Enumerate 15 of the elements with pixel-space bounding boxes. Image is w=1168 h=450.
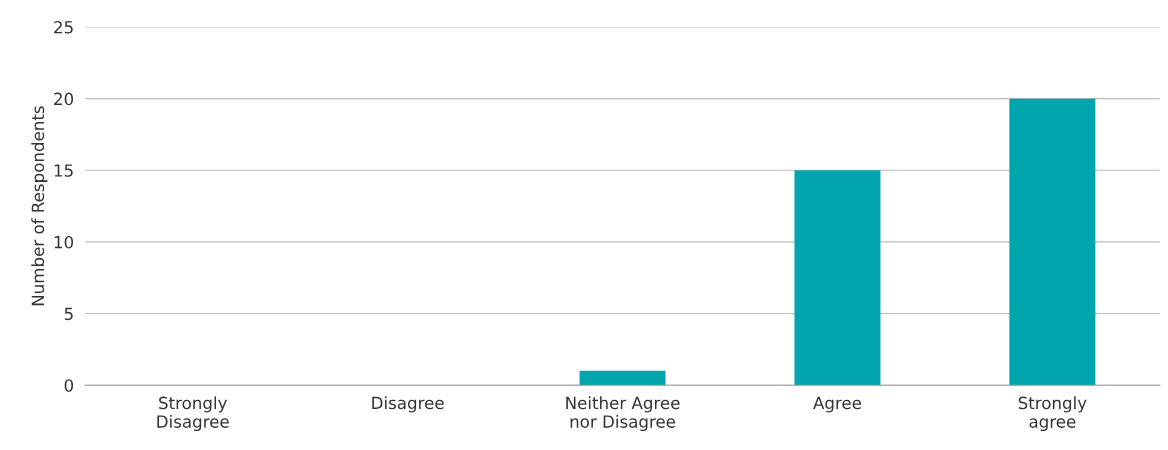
x-tick-label: Strongly Disagree: [157, 396, 229, 432]
x-tick-label: Strongly agree: [1018, 396, 1087, 432]
y-tick-label: 20: [54, 92, 74, 106]
bar: [794, 170, 881, 386]
y-tick-label: 0: [64, 379, 74, 392]
bar: [1009, 98, 1096, 386]
y-tick-label: 5: [64, 307, 73, 321]
y-tick-label: 15: [54, 164, 73, 177]
y-tick-label: 25: [54, 20, 73, 34]
bar: [579, 370, 666, 386]
x-tick-label: Disagree: [372, 396, 444, 413]
x-tick-label: Neither Agree nor Disagree: [566, 396, 680, 432]
x-tick-label: Agree: [813, 396, 862, 413]
y-axis-title: Number of Respondents: [31, 106, 48, 306]
y-tick-label: 10: [54, 235, 74, 249]
